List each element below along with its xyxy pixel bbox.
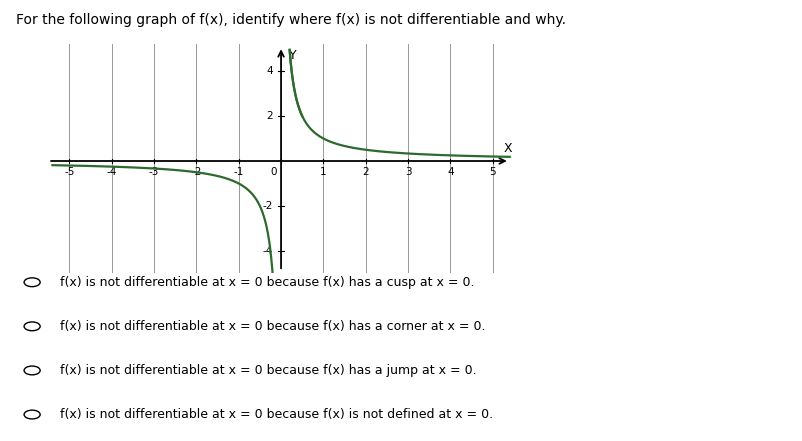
Text: For the following graph of f(x), identify where f(x) is not differentiable and w: For the following graph of f(x), identif… <box>16 13 565 27</box>
Text: f(x) is not differentiable at x = 0 because f(x) is not defined at x = 0.: f(x) is not differentiable at x = 0 beca… <box>60 408 492 421</box>
Text: -5: -5 <box>64 167 75 177</box>
Text: 5: 5 <box>489 167 496 177</box>
Text: X: X <box>503 142 511 155</box>
Text: 0: 0 <box>269 167 277 177</box>
Text: -4: -4 <box>262 246 272 256</box>
Text: -4: -4 <box>107 167 117 177</box>
Text: 4: 4 <box>447 167 453 177</box>
Text: -3: -3 <box>148 167 159 177</box>
Text: f(x) is not differentiable at x = 0 because f(x) has a corner at x = 0.: f(x) is not differentiable at x = 0 beca… <box>60 320 485 333</box>
Text: -2: -2 <box>262 201 272 211</box>
Text: f(x) is not differentiable at x = 0 because f(x) has a cusp at x = 0.: f(x) is not differentiable at x = 0 beca… <box>60 276 474 289</box>
Text: 3: 3 <box>404 167 411 177</box>
Text: -1: -1 <box>233 167 244 177</box>
Text: 1: 1 <box>320 167 326 177</box>
Text: -2: -2 <box>191 167 201 177</box>
Text: Y: Y <box>288 49 296 62</box>
Text: 2: 2 <box>362 167 369 177</box>
Text: 4: 4 <box>265 66 272 76</box>
Text: f(x) is not differentiable at x = 0 because f(x) has a jump at x = 0.: f(x) is not differentiable at x = 0 beca… <box>60 364 476 377</box>
Text: 2: 2 <box>265 111 272 121</box>
